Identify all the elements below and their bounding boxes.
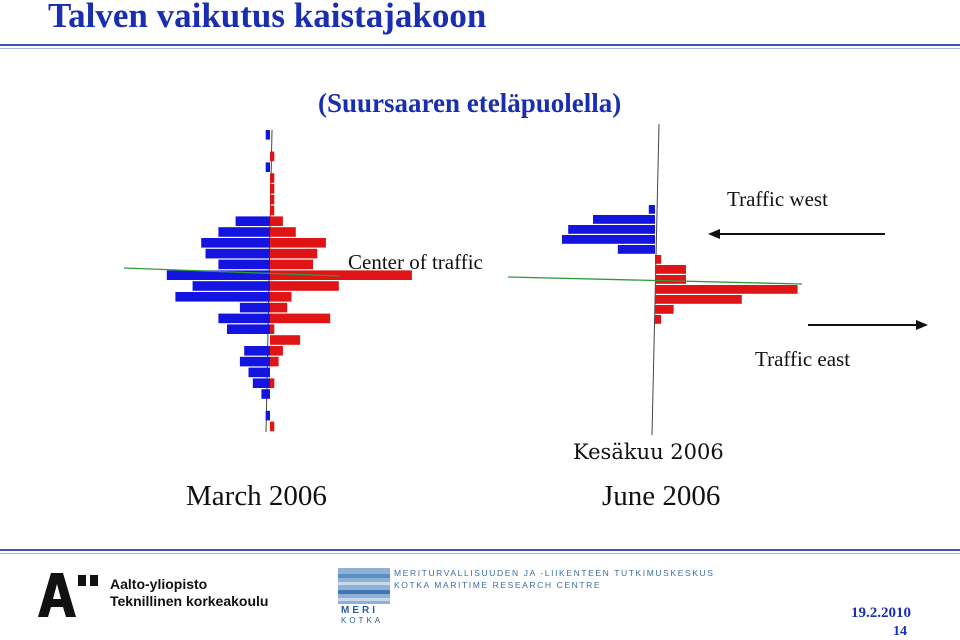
slide-date: 19.2.2010 — [851, 605, 911, 621]
aalto-logo-icon — [38, 573, 98, 617]
bar-traffic-east — [270, 173, 275, 183]
bar-traffic-east — [270, 356, 279, 367]
bar-traffic-east — [270, 292, 292, 302]
bar-traffic-west — [175, 292, 270, 302]
bar-traffic-west — [265, 410, 270, 421]
arrow-traffic-west — [708, 229, 885, 239]
bar-traffic-west — [166, 270, 270, 280]
bar-traffic-east — [270, 259, 313, 270]
bar-traffic-west — [617, 245, 655, 254]
bar-traffic-east — [655, 285, 798, 294]
bar-traffic-west — [265, 162, 270, 172]
traffic-west-label: Traffic west — [727, 187, 828, 211]
bar-traffic-west — [248, 367, 270, 378]
bar-traffic-west — [205, 248, 270, 259]
bar-traffic-west — [227, 324, 270, 334]
bar-traffic-east — [270, 184, 275, 194]
bar-traffic-east — [270, 324, 275, 334]
footer-rule-thin — [0, 553, 960, 554]
bar-traffic-west — [218, 259, 270, 270]
meri-logo-word: MERI KOTKA — [341, 605, 384, 626]
bar-traffic-west — [235, 216, 270, 226]
bar-traffic-west — [265, 130, 270, 140]
bar-traffic-east — [270, 270, 412, 280]
page-number: 14 — [893, 624, 907, 639]
bar-traffic-east — [270, 313, 331, 324]
center-of-traffic-line-march — [123, 267, 341, 277]
aalto-university-name: Aalto-yliopisto Teknillinen korkeakoulu — [110, 576, 269, 609]
bar-traffic-east — [655, 305, 674, 314]
bar-traffic-east — [270, 151, 275, 162]
bar-traffic-east — [655, 265, 686, 274]
slide-title: Talven vaikutus kaistajakoon — [48, 0, 487, 35]
bar-traffic-east — [270, 227, 296, 237]
bar-traffic-west — [239, 356, 270, 367]
bar-traffic-east — [270, 248, 318, 259]
center-of-traffic-label: Center of traffic — [348, 250, 483, 274]
chart-june-2006 — [562, 123, 798, 436]
bar-traffic-east — [655, 295, 742, 304]
bar-traffic-east — [270, 205, 275, 216]
bar-traffic-east — [270, 216, 283, 226]
slide-subtitle: (Suursaaren eteläpuolella) — [318, 88, 622, 118]
bar-traffic-west — [192, 281, 270, 291]
bar-traffic-west — [593, 215, 655, 224]
footer-rule — [0, 549, 960, 551]
bar-traffic-west — [568, 225, 655, 234]
kesakuu-label: Kesäkuu 2006 — [573, 440, 724, 464]
arrow-traffic-east — [808, 320, 928, 330]
meri-logo-icon — [338, 568, 390, 604]
march-2006-label: March 2006 — [186, 480, 327, 512]
meri-org-name: MERITURVALLISUUDEN JA -LIIKENTEEN TUTKIM… — [394, 568, 715, 590]
bar-traffic-east — [655, 315, 662, 324]
bar-traffic-east — [655, 275, 686, 284]
bar-traffic-east — [270, 378, 275, 388]
bar-traffic-west — [562, 235, 655, 244]
bar-traffic-west — [252, 378, 270, 388]
bar-traffic-east — [270, 335, 301, 345]
title-rule — [0, 44, 960, 46]
bar-traffic-east — [270, 281, 339, 291]
title-rule-thin — [0, 48, 960, 49]
june-2006-label: June 2006 — [602, 480, 720, 512]
bar-traffic-west — [261, 389, 270, 399]
bar-traffic-east — [270, 302, 288, 313]
bar-traffic-east — [270, 238, 326, 248]
bar-traffic-west — [218, 313, 270, 324]
bar-traffic-east — [655, 255, 662, 264]
bar-traffic-west — [201, 238, 270, 248]
traffic-east-label: Traffic east — [755, 347, 851, 371]
bar-traffic-west — [218, 227, 270, 237]
bar-traffic-west — [648, 205, 655, 214]
center-of-traffic-line-june — [507, 276, 803, 285]
bar-traffic-east — [270, 346, 283, 356]
bar-traffic-west — [244, 346, 270, 356]
chart-march-2006 — [166, 129, 412, 433]
bar-traffic-west — [239, 302, 270, 313]
bar-traffic-east — [270, 194, 275, 205]
bar-traffic-east — [270, 421, 275, 432]
